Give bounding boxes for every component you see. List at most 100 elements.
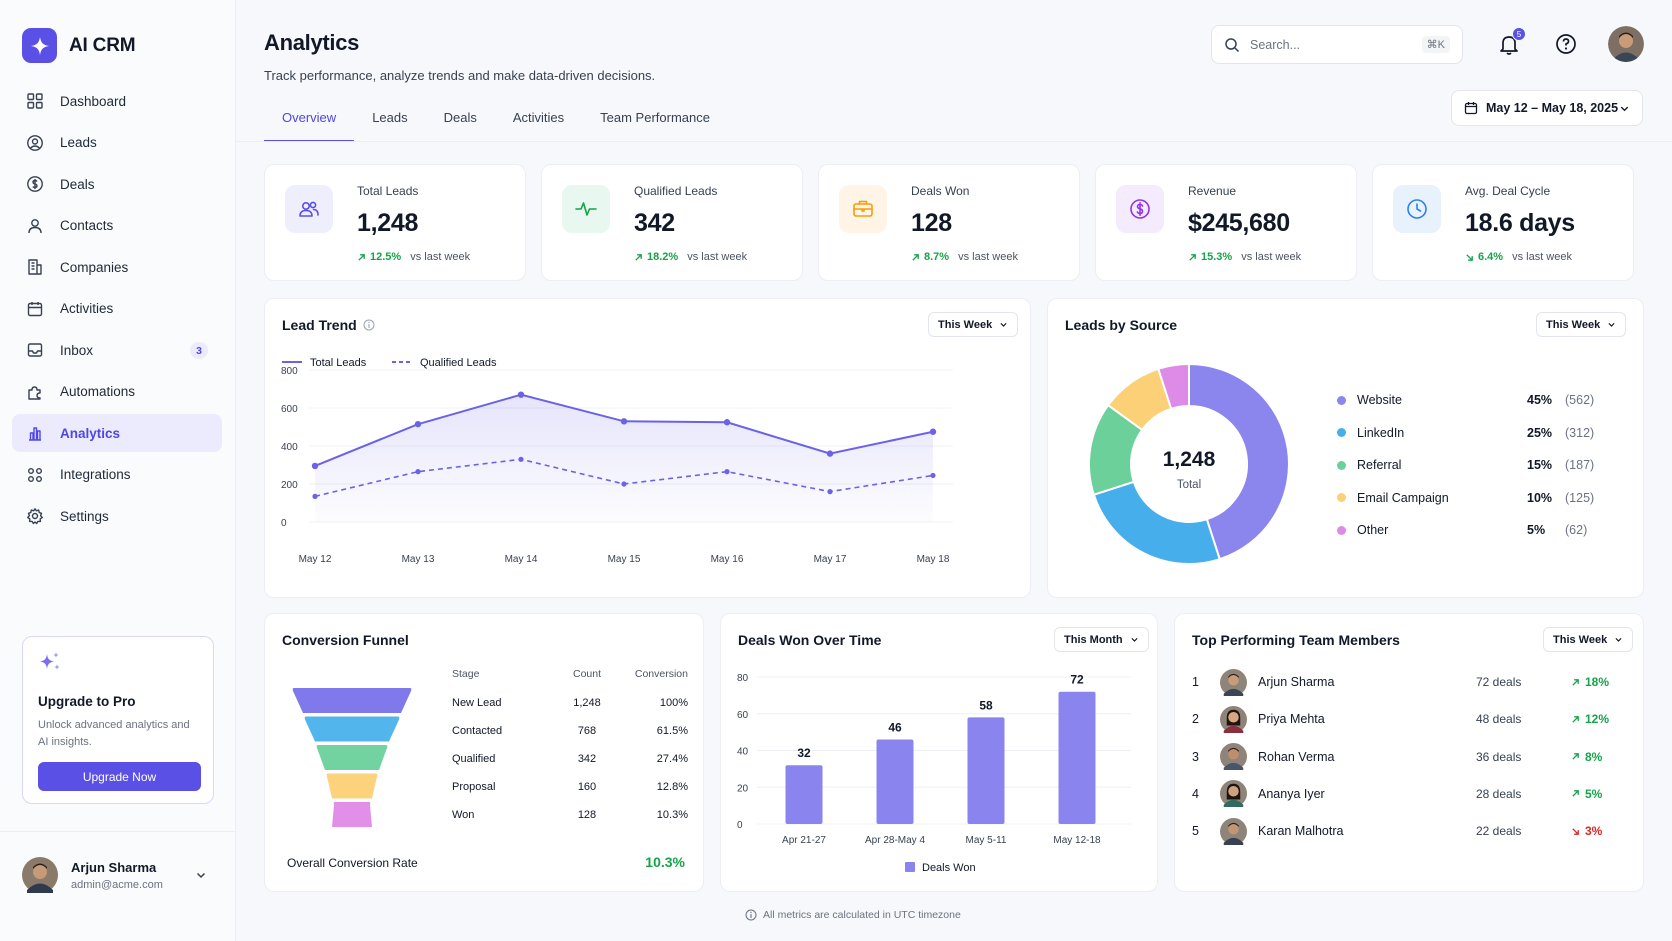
data-point[interactable] bbox=[930, 472, 936, 479]
data-point[interactable] bbox=[929, 428, 937, 435]
team-rank: 5 bbox=[1192, 824, 1199, 839]
data-point[interactable] bbox=[827, 489, 833, 495]
legend-dot bbox=[1337, 395, 1346, 405]
data-point[interactable] bbox=[414, 420, 422, 428]
dollar-circle-icon bbox=[1116, 185, 1164, 233]
conversion-funnel-card: Conversion Funnel Overall Conversion Rat… bbox=[264, 613, 704, 892]
sidebar-item-integrations[interactable]: Integrations bbox=[12, 456, 222, 494]
bar[interactable] bbox=[876, 739, 914, 824]
data-point[interactable] bbox=[620, 418, 628, 425]
lead-trend-card: Lead Trend This Week Total Leads Qualifie… bbox=[264, 298, 1031, 598]
avatar[interactable] bbox=[1608, 26, 1644, 62]
tab-deals[interactable]: Deals bbox=[443, 110, 477, 125]
sidebar-item-companies[interactable]: Companies bbox=[12, 248, 222, 286]
brand[interactable]: AI CRM bbox=[22, 28, 136, 63]
upgrade-now-button[interactable]: Upgrade Now bbox=[38, 762, 201, 791]
deals-won-filter[interactable]: This Month bbox=[1054, 627, 1149, 652]
leads-by-source-card: Leads by Source This Week 1,248 Total bbox=[1047, 298, 1644, 598]
data-point[interactable] bbox=[415, 469, 421, 475]
top-team-card: Top Performing Team Members This Week bbox=[1174, 613, 1644, 892]
tab-team-performance[interactable]: Team Performance bbox=[600, 110, 710, 125]
funnel-stage-proposal[interactable] bbox=[326, 773, 378, 799]
bar-chart-icon bbox=[26, 424, 44, 442]
sidebar-item-activities[interactable]: Activities bbox=[12, 290, 222, 328]
stat-value: 1,248 bbox=[357, 209, 419, 237]
user-menu[interactable]: Arjun Sharma admin@acme.com bbox=[22, 857, 207, 893]
data-point[interactable] bbox=[312, 493, 318, 499]
sidebar-item-inbox[interactable]: Inbox 3 bbox=[12, 331, 222, 369]
column-header: Count bbox=[572, 668, 602, 680]
x-tick-label: May 14 bbox=[505, 554, 538, 565]
team-member-row[interactable]: 4 Ananya Iyer 28 deals 5% bbox=[1192, 780, 1612, 808]
sidebar-item-deals[interactable]: Deals bbox=[12, 165, 222, 203]
data-point[interactable] bbox=[518, 456, 524, 462]
stat-value: 342 bbox=[634, 209, 675, 237]
search-input[interactable] bbox=[1250, 37, 1422, 52]
bell-icon[interactable] bbox=[1496, 31, 1522, 57]
data-point[interactable] bbox=[724, 469, 730, 475]
sidebar-item-settings[interactable]: Settings bbox=[12, 497, 222, 535]
inbox-count-badge: 3 bbox=[190, 342, 208, 359]
funnel-stage-qualified[interactable] bbox=[316, 745, 388, 770]
sidebar: AI CRM Dashboard Leads Deals Contacts Compan… bbox=[0, 0, 236, 941]
deals-won-chart: 0 20 40 60 80 32 Apr 21-27 46 Apr 28-May 4 58 May … bbox=[737, 673, 1131, 874]
donut-slice-linkedin[interactable] bbox=[1092, 480, 1221, 565]
tab-leads[interactable]: Leads bbox=[372, 110, 408, 125]
y-tick-label: 20 bbox=[737, 783, 749, 794]
source-percent: 15% bbox=[1527, 458, 1553, 472]
data-point[interactable] bbox=[517, 391, 525, 398]
top-team-filter[interactable]: This Week bbox=[1543, 627, 1634, 652]
help-icon[interactable] bbox=[1553, 31, 1579, 57]
y-tick-label: 40 bbox=[737, 747, 749, 758]
donut-center-value: 1,248 bbox=[1163, 448, 1216, 471]
stat-card-total-leads: Total Leads 1,248 12.5% vs last week bbox=[264, 164, 526, 281]
donut-slice-website[interactable] bbox=[1188, 362, 1290, 561]
data-point[interactable] bbox=[826, 450, 834, 457]
data-point[interactable] bbox=[723, 419, 731, 426]
tab-activities[interactable]: Activities bbox=[512, 110, 565, 125]
sidebar-item-contacts[interactable]: Contacts bbox=[12, 207, 222, 245]
leads-by-source-filter[interactable]: This Week bbox=[1536, 312, 1627, 337]
sidebar-item-leads[interactable]: Leads bbox=[12, 124, 222, 162]
team-member-row[interactable]: 2 Priya Mehta 48 deals 12% bbox=[1192, 705, 1612, 733]
data-point[interactable] bbox=[311, 462, 319, 470]
stat-value: 128 bbox=[911, 209, 952, 237]
legend-label: Deals Won bbox=[922, 862, 976, 874]
team-member-row[interactable]: 3 Rohan Verma 36 deals 8% bbox=[1192, 743, 1612, 771]
team-member-row[interactable]: 1 Arjun Sharma 72 deals 18% bbox=[1192, 668, 1612, 696]
upgrade-title: Upgrade to Pro bbox=[38, 694, 136, 709]
data-point[interactable] bbox=[621, 481, 627, 487]
team-rank: 4 bbox=[1192, 786, 1199, 801]
sidebar-item-label: Automations bbox=[60, 384, 136, 399]
funnel-stage-contacted[interactable] bbox=[304, 716, 400, 742]
team-member-row[interactable]: 5 Karan Malhotra 22 deals 3% bbox=[1192, 817, 1612, 845]
bar[interactable] bbox=[785, 765, 823, 824]
info-icon[interactable] bbox=[363, 319, 375, 331]
funnel-stage-won[interactable] bbox=[332, 802, 372, 827]
funnel-stage-new-lead[interactable] bbox=[292, 688, 412, 713]
lead-trend-filter[interactable]: This Week bbox=[928, 312, 1019, 337]
bar[interactable] bbox=[967, 717, 1005, 824]
source-legend-row: Email Campaign 10% (125) bbox=[1337, 488, 1601, 508]
donut-slice-other[interactable] bbox=[1157, 362, 1190, 411]
lead-trend-title: Lead Trend bbox=[282, 317, 375, 333]
sidebar-item-automations[interactable]: Automations bbox=[12, 373, 222, 411]
team-rank: 3 bbox=[1192, 749, 1199, 764]
sparkles-icon bbox=[40, 652, 60, 670]
team-member-name: Priya Mehta bbox=[1258, 712, 1325, 727]
source-name: LinkedIn bbox=[1357, 425, 1405, 440]
team-member-deals: 72 deals bbox=[1476, 675, 1522, 689]
stage-name: Won bbox=[452, 809, 475, 821]
tab-overview[interactable]: Overview bbox=[264, 102, 355, 142]
bar[interactable] bbox=[1058, 691, 1096, 824]
sidebar-item-dashboard[interactable]: Dashboard bbox=[12, 82, 222, 120]
date-range-picker[interactable]: May 12 – May 18, 2025 bbox=[1451, 90, 1643, 126]
avatar bbox=[1220, 705, 1247, 733]
search-box[interactable]: ⌘K bbox=[1211, 25, 1463, 64]
sidebar-item-label: Activities bbox=[60, 301, 114, 316]
sidebar-item-analytics[interactable]: Analytics bbox=[12, 414, 222, 452]
arrow-down-right-icon bbox=[1465, 253, 1474, 262]
chevron-down-icon[interactable] bbox=[195, 869, 207, 881]
source-count: (125) bbox=[1565, 490, 1595, 505]
stat-label: Avg. Deal Cycle bbox=[1465, 184, 1551, 198]
